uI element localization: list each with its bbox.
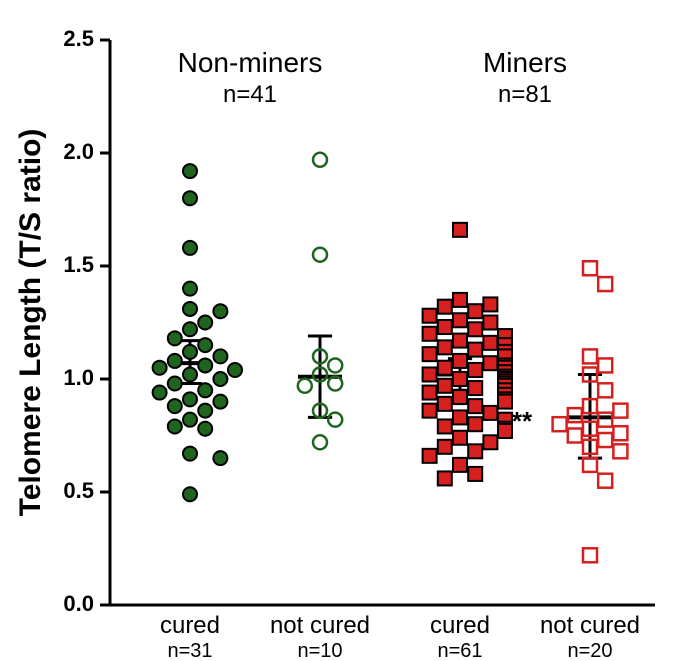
data-point <box>168 377 182 391</box>
data-point <box>183 413 197 427</box>
y-tick-label: 1.5 <box>63 252 94 277</box>
data-point <box>453 334 467 348</box>
data-point <box>453 431 467 445</box>
data-point <box>183 302 197 316</box>
group-n-miners: n=81 <box>498 81 552 108</box>
data-point <box>438 361 452 375</box>
data-point <box>183 282 197 296</box>
x-label: not cured <box>270 612 370 639</box>
data-point <box>228 363 242 377</box>
data-point <box>453 354 467 368</box>
data-point <box>183 447 197 461</box>
x-label: cured <box>160 612 220 639</box>
data-point <box>483 316 497 330</box>
data-point <box>438 440 452 454</box>
scatter-chart: 0.0 0.5 1.0 1.5 2.0 2.5 Telomere Length (T/S r… <box>0 0 685 661</box>
y-tick-label: 0.0 <box>63 591 94 616</box>
group-n-nonminers: n=41 <box>223 81 277 108</box>
group-title-miners: Miners <box>483 47 567 78</box>
data-point <box>483 406 497 420</box>
data-point <box>213 304 227 318</box>
data-point <box>468 399 482 413</box>
data-point <box>183 392 197 406</box>
data-point <box>438 397 452 411</box>
x-n-label: n=10 <box>297 640 342 661</box>
data-point <box>183 241 197 255</box>
data-point <box>468 304 482 318</box>
data-point <box>468 363 482 377</box>
data-point <box>468 467 482 481</box>
data-point <box>468 381 482 395</box>
data-point <box>168 331 182 345</box>
x-n-label: n=31 <box>167 640 212 661</box>
data-point <box>453 313 467 327</box>
data-point <box>153 386 167 400</box>
data-point <box>468 343 482 357</box>
data-point <box>468 322 482 336</box>
data-point <box>468 417 482 431</box>
data-point <box>168 399 182 413</box>
y-tick-label: 2.5 <box>63 26 94 51</box>
y-tick-label: 1.0 <box>63 365 94 390</box>
data-point <box>423 367 437 381</box>
data-point <box>438 300 452 314</box>
x-n-label: n=20 <box>567 640 612 661</box>
data-point <box>498 395 512 409</box>
data-point <box>183 367 197 381</box>
data-point <box>453 458 467 472</box>
data-point <box>183 487 197 501</box>
data-point <box>423 449 437 463</box>
data-point <box>423 386 437 400</box>
data-point <box>483 356 497 370</box>
data-point <box>483 336 497 350</box>
data-point <box>438 419 452 433</box>
data-point <box>483 297 497 311</box>
data-point <box>423 347 437 361</box>
data-point <box>438 471 452 485</box>
data-point <box>198 404 212 418</box>
data-point <box>453 410 467 424</box>
data-point <box>423 404 437 418</box>
data-point <box>453 390 467 404</box>
data-point <box>198 316 212 330</box>
data-point <box>198 422 212 436</box>
data-point <box>468 444 482 458</box>
data-point <box>213 349 227 363</box>
data-point <box>183 191 197 205</box>
data-point <box>453 223 467 237</box>
data-point <box>483 435 497 449</box>
data-point <box>438 379 452 393</box>
data-point <box>153 361 167 375</box>
data-point <box>213 372 227 386</box>
data-point <box>423 327 437 341</box>
y-tick-label: 0.5 <box>63 478 94 503</box>
data-point <box>198 383 212 397</box>
data-point <box>438 320 452 334</box>
data-point <box>423 309 437 323</box>
data-point <box>498 424 512 438</box>
x-label: cured <box>430 612 490 639</box>
data-point <box>438 340 452 354</box>
group-title-nonminers: Non-miners <box>178 47 323 78</box>
data-point <box>183 345 197 359</box>
data-point <box>198 338 212 352</box>
data-point <box>183 322 197 336</box>
data-point <box>198 358 212 372</box>
x-n-label: n=61 <box>437 640 482 661</box>
data-point <box>213 395 227 409</box>
y-axis-title: Telomere Length (T/S ratio) <box>14 129 47 517</box>
data-point <box>453 293 467 307</box>
data-point <box>168 419 182 433</box>
x-label: not cured <box>540 612 640 639</box>
significance-label: ** <box>512 406 533 436</box>
data-point <box>168 354 182 368</box>
data-point <box>453 372 467 386</box>
data-point <box>183 164 197 178</box>
y-tick-label: 2.0 <box>63 139 94 164</box>
data-point <box>213 451 227 465</box>
